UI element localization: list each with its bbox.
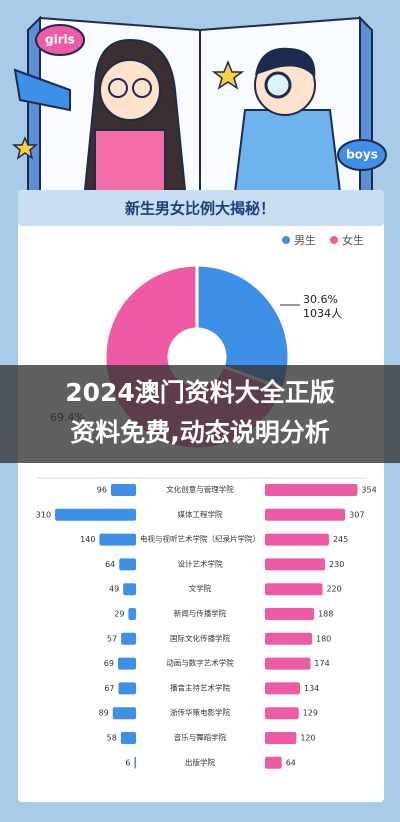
bar-male xyxy=(117,657,136,670)
bar-female xyxy=(265,657,311,670)
bar-female xyxy=(265,682,300,695)
star xyxy=(211,59,245,90)
category-label: 播音主持艺术学院 xyxy=(170,682,230,692)
girl-glasses xyxy=(132,78,152,98)
value-label: 64 xyxy=(286,758,296,767)
category-label: 文学院 xyxy=(189,583,212,593)
legend-label: 男生 xyxy=(294,233,316,247)
category-label: 国际文化传播学院 xyxy=(170,633,230,643)
value-label: 6 xyxy=(125,758,130,767)
girls-bubble xyxy=(35,24,85,56)
category-label: 文化创意与管理学院 xyxy=(166,484,234,494)
category-label: 设计艺术学院 xyxy=(178,558,223,568)
value-label: 69 xyxy=(104,659,114,668)
value-label: 180 xyxy=(316,634,331,643)
value-label: 134 xyxy=(304,684,319,693)
value-label: 96 xyxy=(97,486,107,495)
value-label: 174 xyxy=(314,659,329,668)
category-label: 音乐与舞蹈学院 xyxy=(174,732,227,742)
value-label: 230 xyxy=(329,560,344,569)
value-label: 307 xyxy=(349,510,364,519)
bar-male xyxy=(121,632,136,645)
bar-female xyxy=(265,533,329,546)
category-label: 出版学院 xyxy=(185,757,215,767)
value-label: 120 xyxy=(300,734,315,743)
overlay-title: 2024澳门资料大全正版 xyxy=(65,378,335,407)
bar-female xyxy=(265,508,346,521)
overlay-title: 资料免费,动态说明分析 xyxy=(70,418,330,447)
bar-female xyxy=(265,707,299,720)
bar-female xyxy=(265,732,297,744)
category-label: 电视与视听艺术学院（纪录片学院） xyxy=(140,534,260,544)
bar-female xyxy=(265,558,326,571)
bar-male xyxy=(120,732,136,744)
value-label: 188 xyxy=(318,610,333,619)
bar-male xyxy=(55,508,136,521)
value-label: 310 xyxy=(36,510,51,519)
value-label: 30.6% xyxy=(303,293,338,306)
bar-male xyxy=(99,533,136,546)
category-label: 动画与数字艺术学院 xyxy=(166,658,234,668)
value-label: 57 xyxy=(107,634,117,643)
bar-female xyxy=(265,756,282,769)
girls-label: girls xyxy=(45,33,75,47)
value-label: 49 xyxy=(109,585,119,594)
bar-male xyxy=(119,558,136,571)
chart-title: 新生男女比例大揭秘！ xyxy=(125,200,275,218)
bar-male xyxy=(128,608,136,620)
value-label: 29 xyxy=(114,610,124,619)
star xyxy=(11,136,39,160)
legend-swatch xyxy=(330,236,338,244)
value-label: 140 xyxy=(80,535,95,544)
bar-male xyxy=(112,707,136,720)
value-label: 220 xyxy=(326,585,341,594)
legend-swatch xyxy=(282,236,290,244)
girl-body xyxy=(94,129,166,193)
bar-female xyxy=(265,608,315,620)
value-label: 354 xyxy=(361,486,376,495)
value-label: 64 xyxy=(105,560,115,569)
legend-label: 女生 xyxy=(342,233,364,247)
value-label: 89 xyxy=(99,709,109,718)
value-label: 245 xyxy=(333,535,348,544)
magnifier xyxy=(264,71,292,99)
boy-hair xyxy=(255,47,316,78)
value-label: 129 xyxy=(303,709,318,718)
category-label: 新闻与传播学院 xyxy=(174,608,227,618)
bar-male xyxy=(123,583,136,596)
category-label: 浙传华策电影学院 xyxy=(170,707,230,717)
value-label: 58 xyxy=(107,734,117,743)
bar-male xyxy=(118,682,136,695)
value-label: 67 xyxy=(104,684,114,693)
bar-female xyxy=(265,583,323,596)
bar-female xyxy=(265,484,358,496)
card-title-bar xyxy=(18,190,384,226)
bar-male xyxy=(134,756,136,769)
category-label: 媒体工程学院 xyxy=(178,509,223,519)
megaphone xyxy=(13,68,71,112)
girl-glasses xyxy=(108,78,128,98)
boy-body xyxy=(233,109,342,193)
boys-label: boys xyxy=(346,148,378,162)
annotation: 1034人 xyxy=(303,307,342,320)
girl-face xyxy=(99,59,161,121)
boys-bubble xyxy=(337,139,387,171)
bar-male xyxy=(110,484,136,496)
bar-female xyxy=(265,632,312,645)
overlay-band xyxy=(0,365,400,463)
